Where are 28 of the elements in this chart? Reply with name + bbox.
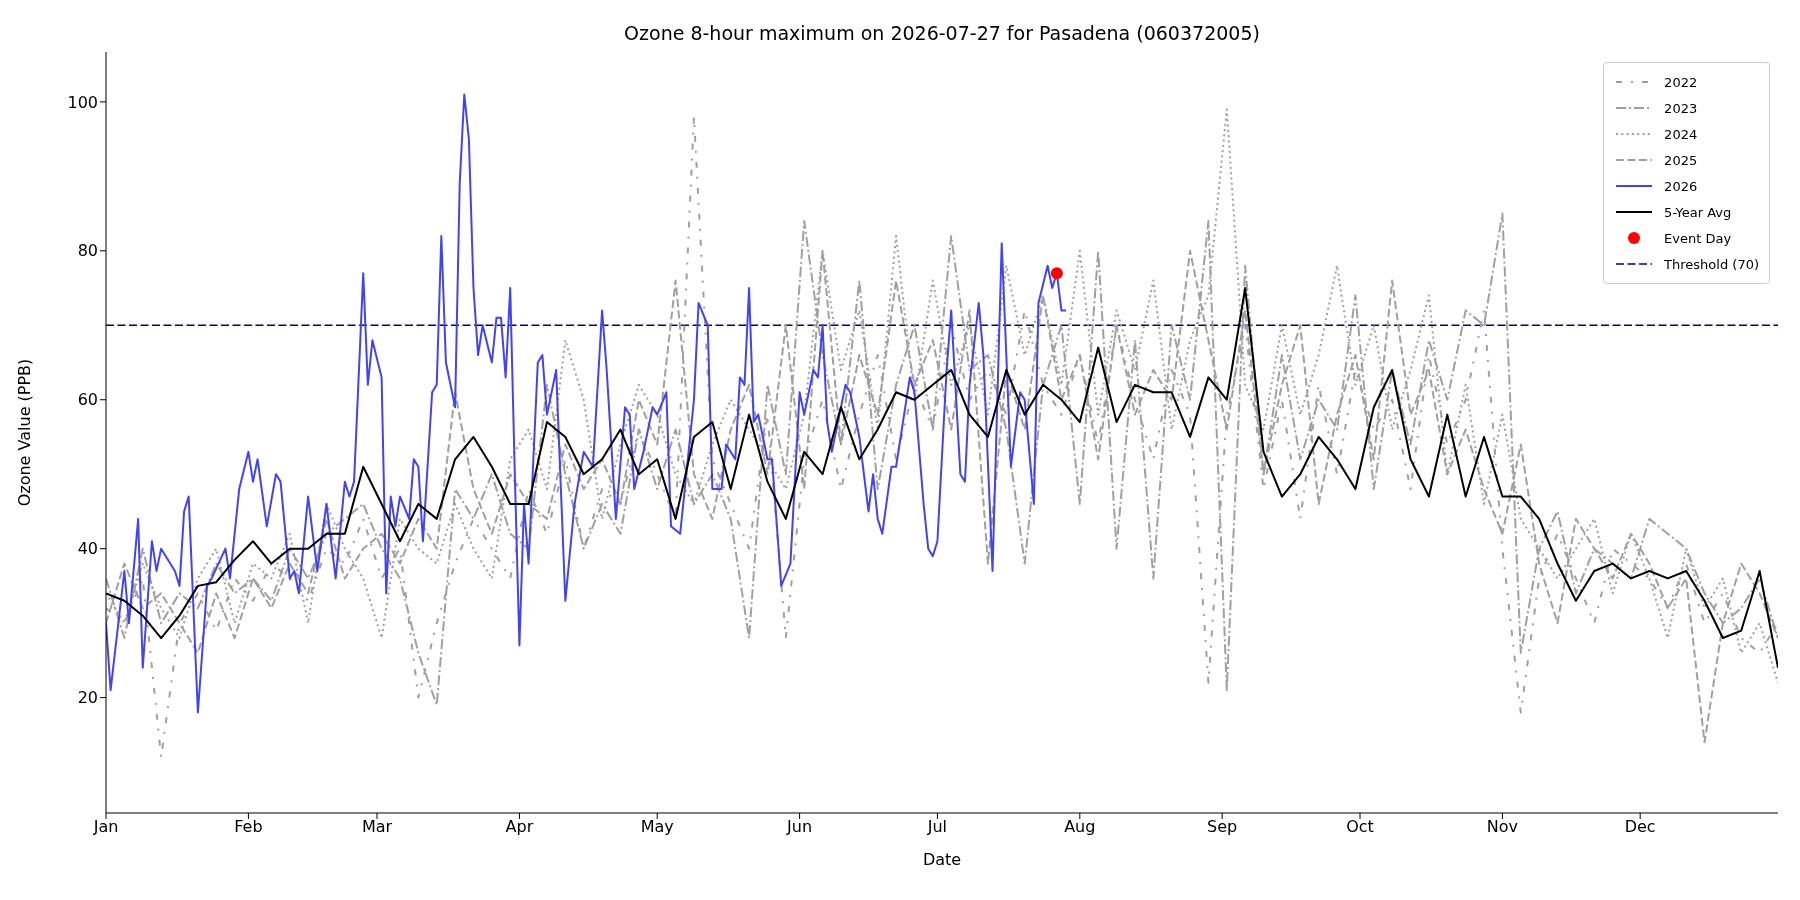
- x-tick-label: Sep: [1207, 817, 1238, 837]
- y-tick-label: 60: [77, 390, 98, 410]
- y-tick-label: 100: [67, 92, 98, 112]
- legend-label: 2022: [1664, 74, 1698, 90]
- x-tick-label: Dec: [1624, 817, 1656, 837]
- x-tick-label: Feb: [234, 817, 263, 837]
- y-tick-label: 20: [77, 688, 98, 708]
- legend-label: 5-Year Avg: [1664, 204, 1732, 220]
- x-tick-label: Apr: [505, 817, 534, 837]
- legend-label: 2023: [1664, 100, 1698, 116]
- legend-label: 2024: [1664, 126, 1698, 142]
- x-tick-label: Jun: [786, 817, 813, 837]
- x-tick-label: May: [640, 817, 674, 837]
- legend-label: 2025: [1664, 152, 1698, 168]
- legend-label: 2026: [1664, 178, 1698, 194]
- x-tick-label: Aug: [1064, 817, 1096, 837]
- chart-title: Ozone 8-hour maximum on 2026-07-27 for Pasadena (060372005): [623, 22, 1261, 44]
- y-tick-label: 40: [77, 539, 98, 559]
- x-tick-label: Nov: [1486, 817, 1519, 837]
- legend-label: Event Day: [1664, 230, 1732, 246]
- x-tick-label: Jul: [926, 817, 948, 837]
- x-tick-label: Jan: [92, 817, 119, 837]
- legend-label: Threshold (70): [1664, 256, 1759, 272]
- x-axis-title: Date: [922, 850, 962, 869]
- y-tick-label: 80: [77, 241, 98, 261]
- y-axis-title: Ozone Value (PPB): [14, 358, 34, 507]
- x-tick-label: Mar: [361, 817, 393, 837]
- x-tick-label: Oct: [1346, 817, 1374, 837]
